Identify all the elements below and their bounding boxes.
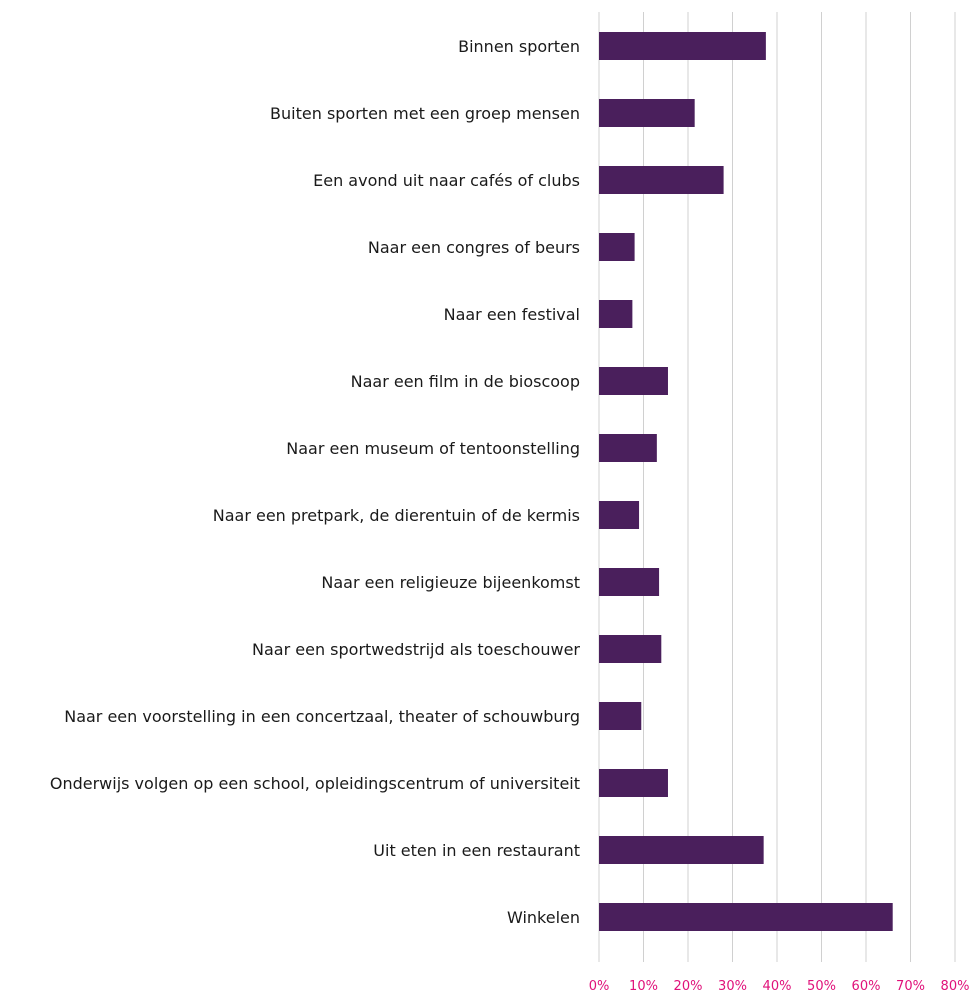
bar [599, 702, 642, 730]
category-label: Naar een pretpark, de dierentuin of de k… [213, 506, 580, 525]
category-label: Uit eten in een restaurant [373, 841, 580, 860]
bar [599, 434, 657, 462]
x-tick-label: 50% [807, 979, 836, 994]
x-tick-label: 80% [941, 979, 970, 994]
bar [599, 233, 635, 261]
x-tick-label: 30% [718, 979, 747, 994]
category-label: Naar een sportwedstrijd als toeschouwer [252, 640, 580, 659]
x-tick-label: 60% [852, 979, 881, 994]
bar [599, 32, 766, 60]
bar [599, 568, 660, 596]
x-tick-label: 10% [629, 979, 658, 994]
category-label: Een avond uit naar cafés of clubs [313, 171, 580, 190]
category-label: Naar een film in de bioscoop [351, 372, 580, 391]
category-label: Buiten sporten met een groep mensen [270, 104, 580, 123]
bar [599, 903, 893, 931]
x-tick-label: 40% [763, 979, 792, 994]
bar [599, 99, 695, 127]
bar [599, 166, 724, 194]
bar [599, 635, 662, 663]
bar [599, 367, 668, 395]
bar [599, 501, 640, 529]
category-label: Onderwijs volgen op een school, opleidin… [50, 774, 580, 793]
x-tick-label: 0% [589, 979, 610, 994]
category-label: Winkelen [507, 908, 580, 927]
category-label: Naar een religieuze bijeenkomst [321, 573, 580, 592]
category-label: Naar een congres of beurs [368, 238, 580, 257]
category-label: Naar een museum of tentoonstelling [286, 439, 580, 458]
category-label: Binnen sporten [458, 37, 580, 56]
bar [599, 769, 668, 797]
x-tick-label: 70% [896, 979, 925, 994]
x-tick-label: 20% [674, 979, 703, 994]
category-label: Naar een voorstelling in een concertzaal… [64, 707, 580, 726]
bar [599, 300, 633, 328]
category-label: Naar een festival [444, 305, 580, 324]
bar [599, 836, 764, 864]
